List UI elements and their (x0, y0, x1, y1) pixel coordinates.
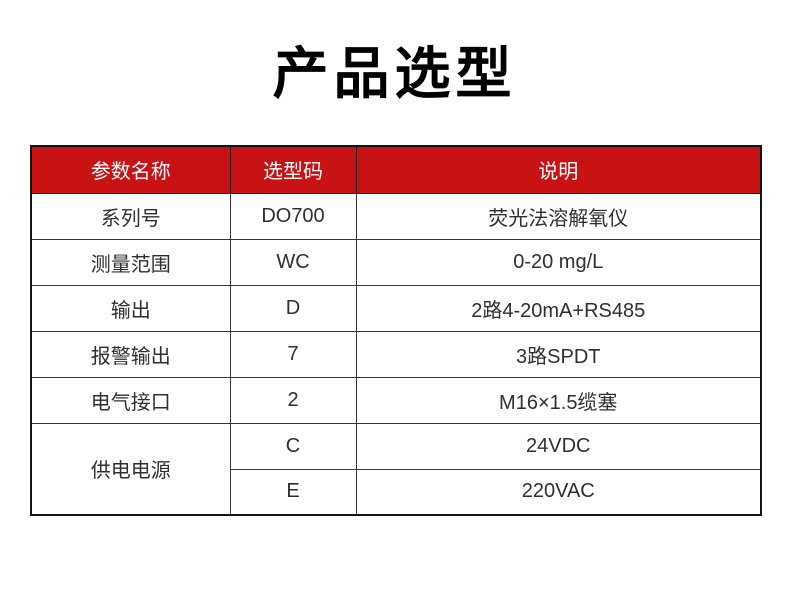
desc-cell: 荧光法溶解氧仪 (355, 192, 762, 240)
code-cell: C (229, 422, 357, 470)
param-cell: 电气接口 (30, 376, 231, 424)
param-cell: 报警输出 (30, 330, 231, 378)
code-cell: 2 (229, 376, 357, 424)
code-cell: DO700 (229, 192, 357, 240)
table-row-measuring-range: 测量范围 WC 0-20 mg/L (30, 238, 762, 286)
page-title: 产品选型 (272, 42, 517, 105)
param-cell: 测量范围 (30, 238, 231, 286)
table-row-output: 输出 D 2路4-20mA+RS485 (30, 284, 762, 332)
product-selection-table: 参数名称 选型码 说明 系列号 DO700 荧光法溶解氧仪 测量范围 WC 0-… (30, 145, 762, 516)
table-row-series: 系列号 DO700 荧光法溶解氧仪 (30, 192, 762, 240)
code-cell: E (229, 468, 357, 516)
desc-cell: 24VDC (355, 422, 762, 470)
table-row-alarm-output: 报警输出 7 3路SPDT (30, 330, 762, 378)
code-cell: 7 (229, 330, 357, 378)
header-cell-selection-code: 选型码 (229, 145, 357, 194)
desc-cell: 220VAC (355, 468, 762, 516)
param-cell: 系列号 (30, 192, 231, 240)
param-cell-power-supply-merged: 供电电源 (30, 422, 231, 516)
desc-cell: 0-20 mg/L (355, 238, 762, 286)
header-cell-parameter-name: 参数名称 (30, 145, 231, 194)
param-cell: 输出 (30, 284, 231, 332)
code-cell: D (229, 284, 357, 332)
desc-cell: 2路4-20mA+RS485 (355, 284, 762, 332)
table-row-power-supply-220vac: E 220VAC (31, 468, 762, 516)
desc-cell: 3路SPDT (355, 330, 762, 378)
header-cell-description: 说明 (355, 145, 762, 194)
desc-cell: M16×1.5缆塞 (355, 376, 762, 424)
table-header-row: 参数名称 选型码 说明 (30, 145, 762, 194)
table-row-power-supply-24vdc: 供电电源 C 24VDC (30, 422, 762, 516)
code-cell: WC (229, 238, 357, 286)
table-row-electrical-interface: 电气接口 2 M16×1.5缆塞 (30, 376, 762, 424)
